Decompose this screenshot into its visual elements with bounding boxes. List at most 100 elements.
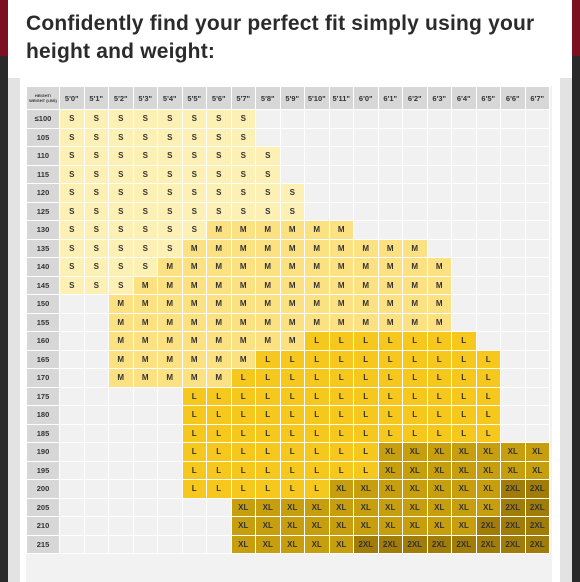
size-cell: L — [403, 369, 427, 387]
table-row: 175 L L L L L L L L L L L L L — [27, 387, 549, 405]
size-chart-body: ≤100 S S S S S S S S 105 S S S S S S S S 110 S S S S S S S S S 115 S S… — [27, 110, 549, 553]
height-header-cell: 6'2" — [403, 87, 427, 109]
weight-label: 205 — [27, 498, 59, 516]
size-cell: M — [231, 221, 255, 239]
weight-label: 125 — [27, 202, 59, 220]
size-cell: L — [354, 350, 378, 368]
size-cell: L — [329, 443, 353, 461]
size-cell — [525, 258, 549, 276]
size-cell: XL — [403, 461, 427, 479]
size-cell: M — [427, 276, 451, 294]
table-row: 195 L L L L L L L L XL XL XL XL XL XL XL — [27, 461, 549, 479]
size-cell: M — [182, 258, 206, 276]
size-cell — [354, 128, 378, 146]
size-cell: XL — [378, 443, 402, 461]
size-cell — [305, 165, 329, 183]
size-cell — [452, 202, 476, 220]
size-cell: XL — [305, 498, 329, 516]
size-cell: M — [158, 258, 182, 276]
size-cell: S — [158, 221, 182, 239]
weight-label: 215 — [27, 535, 59, 553]
size-cell — [133, 461, 157, 479]
size-cell — [525, 202, 549, 220]
size-cell — [280, 110, 304, 128]
size-cell: L — [329, 406, 353, 424]
size-cell — [476, 147, 500, 165]
size-cell: S — [231, 147, 255, 165]
size-cell: M — [280, 276, 304, 294]
size-cell: S — [182, 147, 206, 165]
size-cell: XL — [427, 480, 451, 498]
size-cell: L — [231, 406, 255, 424]
size-cell: XL — [525, 443, 549, 461]
size-cell: M — [427, 313, 451, 331]
size-cell: L — [305, 461, 329, 479]
size-cell — [158, 480, 182, 498]
size-cell: L — [329, 350, 353, 368]
size-cell: L — [378, 332, 402, 350]
size-cell: L — [452, 350, 476, 368]
size-cell: L — [427, 406, 451, 424]
height-header-cell: 5'10" — [305, 87, 329, 109]
weight-label: 180 — [27, 406, 59, 424]
size-cell: L — [256, 369, 280, 387]
size-cell — [133, 443, 157, 461]
size-cell — [84, 480, 108, 498]
size-cell — [133, 535, 157, 553]
size-cell: M — [158, 350, 182, 368]
size-cell: L — [256, 406, 280, 424]
size-cell: L — [182, 443, 206, 461]
corner-label: HEIGHT/ WEIGHT (LBS) — [27, 87, 59, 109]
size-cell: L — [305, 350, 329, 368]
size-cell: M — [403, 295, 427, 313]
size-cell: S — [231, 128, 255, 146]
size-cell: L — [280, 387, 304, 405]
weight-label: 175 — [27, 387, 59, 405]
size-cell: L — [354, 461, 378, 479]
size-cell: M — [256, 313, 280, 331]
size-cell — [60, 295, 84, 313]
size-cell — [452, 221, 476, 239]
size-cell: M — [256, 258, 280, 276]
backdrop-left — [0, 0, 8, 56]
size-cell: L — [354, 424, 378, 442]
size-cell: S — [158, 239, 182, 257]
size-cell: M — [109, 332, 133, 350]
size-cell — [378, 202, 402, 220]
size-cell: S — [231, 110, 255, 128]
size-cell: M — [231, 313, 255, 331]
size-cell: L — [403, 406, 427, 424]
size-cell: M — [305, 313, 329, 331]
size-cell: M — [378, 239, 402, 257]
size-cell — [84, 498, 108, 516]
size-cell: L — [378, 424, 402, 442]
table-row: 120 S S S S S S S S S S — [27, 184, 549, 202]
size-cell — [427, 110, 451, 128]
size-cell: M — [305, 258, 329, 276]
size-cell: M — [207, 258, 231, 276]
size-cell: S — [109, 147, 133, 165]
height-header-cell: 5'7" — [231, 87, 255, 109]
table-row: 135 S S S S S M M M M M M M M M M — [27, 239, 549, 257]
size-cell — [158, 387, 182, 405]
size-cell: 2XL — [525, 498, 549, 516]
size-cell — [476, 202, 500, 220]
size-cell: XL — [256, 517, 280, 535]
size-cell: M — [207, 276, 231, 294]
size-cell: S — [280, 202, 304, 220]
size-cell: M — [182, 239, 206, 257]
size-cell: 2XL — [525, 480, 549, 498]
size-cell — [452, 184, 476, 202]
size-cell: M — [133, 313, 157, 331]
size-cell — [427, 184, 451, 202]
size-cell: L — [231, 480, 255, 498]
size-cell: S — [60, 184, 84, 202]
size-cell — [280, 165, 304, 183]
size-cell — [158, 535, 182, 553]
size-cell — [84, 443, 108, 461]
size-cell: L — [280, 350, 304, 368]
table-row: 215 XL XL XL XL XL 2XL 2XL 2XL 2XL 2XL 2XL 2XL 2XL — [27, 535, 549, 553]
size-cell: S — [109, 276, 133, 294]
size-cell — [403, 147, 427, 165]
size-cell — [525, 147, 549, 165]
